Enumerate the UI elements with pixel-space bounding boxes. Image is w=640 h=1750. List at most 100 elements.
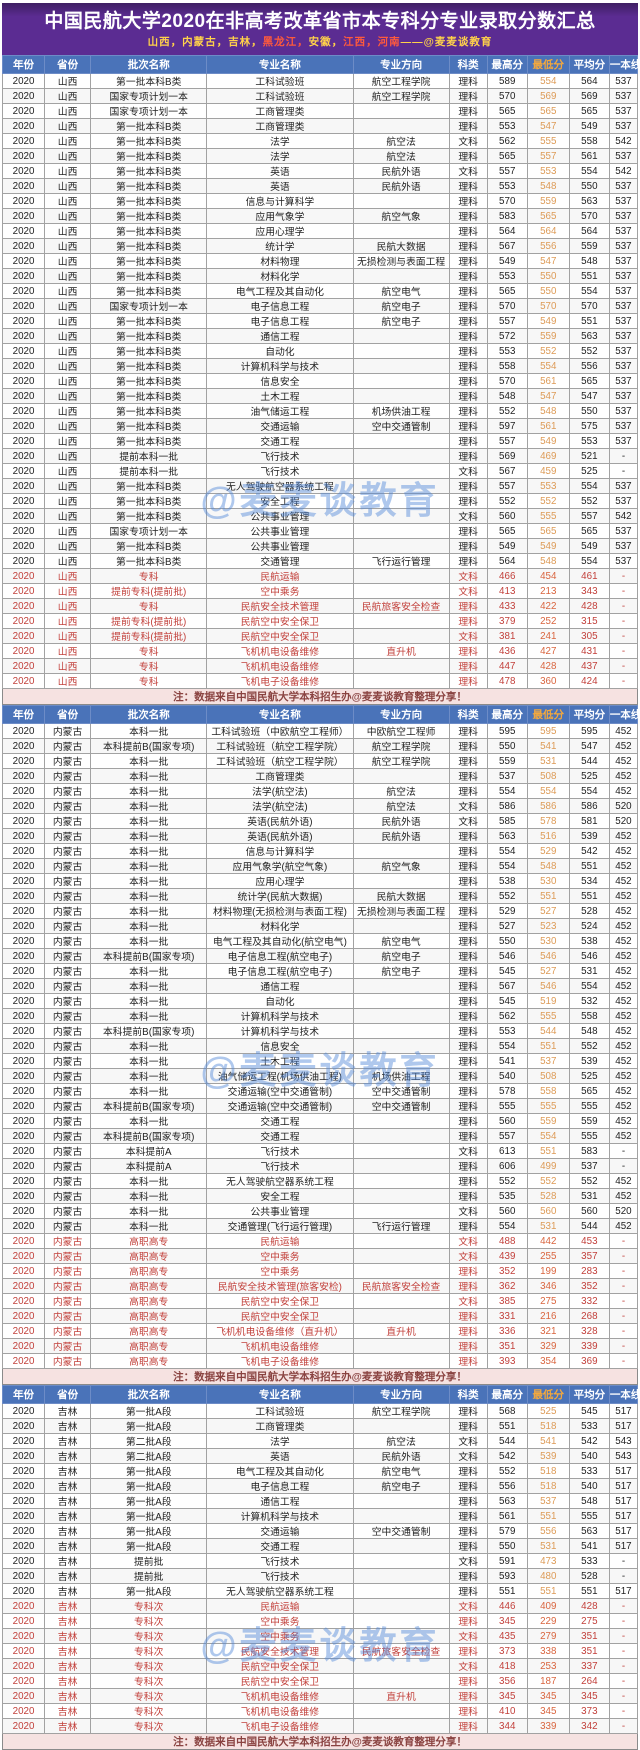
column-header: 科类 xyxy=(448,1385,488,1404)
table-row: 2020 内蒙古 本科一批 应用气象学(航空气象) 航空气象 理科 554 548 551 452 xyxy=(1,858,639,874)
table-cell: 2020 xyxy=(1,1688,46,1704)
table-cell: 山西 xyxy=(44,343,92,359)
table-row: 2020 吉林 第一批A段 交通工程 理科 550 531 541 517 xyxy=(1,1538,639,1554)
table-cell: 597 xyxy=(486,418,528,434)
table-cell: 专科 xyxy=(90,658,208,674)
table-cell: 文科 xyxy=(448,628,488,644)
table-row: 2020 内蒙古 本科提前B(国家专项) 电子信息工程(航空电子) 航空电子 理科 546 5… xyxy=(1,948,639,964)
table-cell: 专科次 xyxy=(90,1643,208,1659)
column-header: 最低分 xyxy=(526,1385,570,1404)
table-cell: 583 xyxy=(568,1143,610,1159)
table-cell: 应用心理学 xyxy=(206,873,354,889)
table-cell: 交通运输 xyxy=(206,1523,354,1539)
table-cell: 452 xyxy=(608,1173,639,1189)
table-row: 2020 吉林 第一批A段 计算机科学与技术 理科 561 551 555 517 xyxy=(1,1508,639,1524)
table-cell: 理科 xyxy=(448,828,488,844)
table-cell: 499 xyxy=(526,1158,570,1174)
table-cell: 551 xyxy=(568,858,610,874)
table-cell: 466 xyxy=(486,568,528,584)
table-cell: 航空工程学院 xyxy=(352,738,450,754)
table-cell: 565 xyxy=(486,103,528,119)
table-cell: 第一批本科B类 xyxy=(90,283,208,299)
table-cell: 537 xyxy=(608,478,639,494)
table-row: 2020 内蒙古 本科一批 统计学(民航大数据) 民航大数据 理科 552 551 551 452 xyxy=(1,888,639,904)
table-cell: 418 xyxy=(486,1658,528,1674)
table-cell: 2020 xyxy=(1,1053,46,1069)
table-cell: 452 xyxy=(608,933,639,949)
table-cell: 国家专项计划一本 xyxy=(90,523,208,539)
table-cell xyxy=(352,1023,450,1039)
table-cell: 452 xyxy=(608,1128,639,1144)
header-row: 年份 省份 批次名称 专业名称 专业方向 科类 最高分 最低分 平均分 一本线 xyxy=(1,55,640,74)
table-cell: 山西 xyxy=(44,553,92,569)
table-cell: 专科次 xyxy=(90,1718,208,1734)
table-row: 2020 山西 第一批本科B类 安全工程 理科 552 552 552 537 xyxy=(1,493,639,509)
table-cell xyxy=(352,583,450,599)
table-cell: 550 xyxy=(486,738,528,754)
table-cell: 法学 xyxy=(206,133,354,149)
table-cell: 569 xyxy=(526,88,570,104)
table-cell: 2020 xyxy=(1,538,46,554)
table-cell: 内蒙古 xyxy=(44,1053,92,1069)
table-row: 2020 山西 第一批本科B类 工商管理类 理科 553 547 549 537 xyxy=(1,118,639,134)
table-cell: 356 xyxy=(486,1673,528,1689)
table-cell: 工科试验班 xyxy=(206,73,354,89)
table-cell: 329 xyxy=(526,1338,570,1354)
table-cell: 2020 xyxy=(1,828,46,844)
table-cell: 第一批A段 xyxy=(90,1478,208,1494)
table-cell: 信息安全 xyxy=(206,373,354,389)
table-cell: 工科试验班（中欧航空工程师） xyxy=(206,723,354,739)
table-cell: 548 xyxy=(526,858,570,874)
table-cell: 339 xyxy=(568,1338,610,1354)
table-cell: 机场供油工程 xyxy=(352,403,450,419)
table-cell: 554 xyxy=(526,73,570,89)
table-cell: 337 xyxy=(568,1658,610,1674)
table-cell: 吉林 xyxy=(44,1628,92,1644)
table-cell: 2020 xyxy=(1,1068,46,1084)
table-cell: 内蒙古 xyxy=(44,768,92,784)
column-header: 专业方向 xyxy=(352,705,450,724)
table-cell: 586 xyxy=(568,798,610,814)
table-row: 2020 山西 第一批本科B类 信息安全 理科 570 561 565 537 xyxy=(1,373,639,389)
table-row: 2020 吉林 第二批A段 法学 航空法 文科 544 541 542 543 xyxy=(1,1433,639,1449)
table-cell: 第一批A段 xyxy=(90,1463,208,1479)
table-cell: 357 xyxy=(568,1248,610,1264)
column-header: 专业名称 xyxy=(206,705,354,724)
table-cell: 528 xyxy=(568,1568,610,1584)
table-cell: 548 xyxy=(526,178,570,194)
table-cell: 527 xyxy=(526,903,570,919)
table-cell: 564 xyxy=(486,553,528,569)
table-row: 2020 内蒙古 本科一批 计算机科学与技术 理科 562 555 558 452 xyxy=(1,1008,639,1024)
table-cell xyxy=(352,1583,450,1599)
table-cell: 534 xyxy=(568,873,610,889)
table-cell: 2020 xyxy=(1,933,46,949)
table-cell: 高职高专 xyxy=(90,1353,208,1369)
table-cell: 2020 xyxy=(1,1673,46,1689)
table-cell: 理科 xyxy=(448,1418,488,1434)
column-header: 一本线 xyxy=(608,705,640,724)
table-cell: 航空电子 xyxy=(352,963,450,979)
table-cell: 理科 xyxy=(448,1463,488,1479)
table-cell: 559 xyxy=(486,753,528,769)
table-cell: 2020 xyxy=(1,1448,46,1464)
table-cell: 理科 xyxy=(448,103,488,119)
column-header: 一本线 xyxy=(608,55,640,74)
table-cell: 民航外语 xyxy=(352,828,450,844)
table-cell: 吉林 xyxy=(44,1583,92,1599)
table-cell xyxy=(352,538,450,554)
table-cell: 民航外语 xyxy=(352,1448,450,1464)
table-cell: 551 xyxy=(486,1583,528,1599)
table-cell: 理科 xyxy=(448,723,488,739)
table-cell: 吉林 xyxy=(44,1553,92,1569)
table-cell: 内蒙古 xyxy=(44,918,92,934)
table-cell: 文科 xyxy=(448,463,488,479)
table-cell: 428 xyxy=(568,598,610,614)
table-cell: 527 xyxy=(526,963,570,979)
table-cell: 空中交通管制 xyxy=(352,1523,450,1539)
table-cell: 517 xyxy=(608,1463,639,1479)
table-cell: 553 xyxy=(568,433,610,449)
table-cell: 2020 xyxy=(1,1278,46,1294)
table-cell: 第一批A段 xyxy=(90,1508,208,1524)
table-cell: 本科一批 xyxy=(90,1068,208,1084)
table-cell: 558 xyxy=(568,1008,610,1024)
